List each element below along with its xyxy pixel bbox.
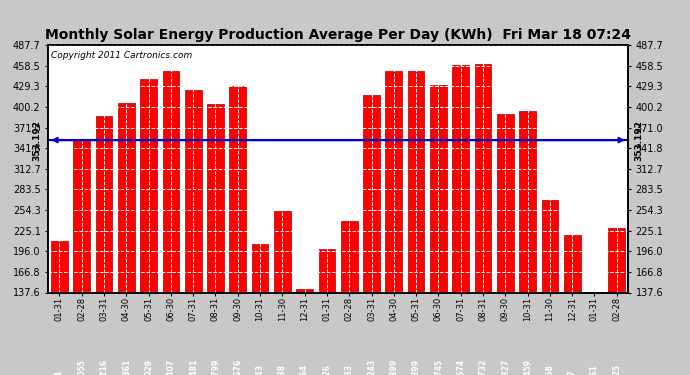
Text: 8.133: 8.133: [345, 364, 354, 375]
Bar: [453, 66, 469, 375]
Bar: [319, 249, 335, 375]
Text: 15.399: 15.399: [412, 358, 421, 375]
Bar: [341, 222, 357, 375]
Bar: [230, 86, 246, 375]
Bar: [185, 90, 201, 375]
Bar: [118, 103, 135, 375]
Text: 13.216: 13.216: [99, 358, 108, 375]
Bar: [140, 79, 157, 375]
Text: 14.243: 14.243: [367, 358, 376, 375]
Text: 7.043: 7.043: [255, 364, 264, 375]
Bar: [430, 85, 447, 375]
Bar: [408, 71, 424, 375]
Text: 15.674: 15.674: [456, 358, 465, 375]
Text: 14.481: 14.481: [188, 358, 198, 375]
Text: 12.055: 12.055: [77, 359, 86, 375]
Title: Monthly Solar Energy Production Average Per Day (KWh)  Fri Mar 18 07:24: Monthly Solar Energy Production Average …: [45, 28, 631, 42]
Bar: [542, 200, 558, 375]
Bar: [252, 244, 268, 375]
Bar: [497, 114, 513, 375]
Bar: [386, 71, 402, 375]
Text: 13.799: 13.799: [211, 358, 220, 375]
Text: 13.327: 13.327: [501, 358, 510, 375]
Text: 4.661: 4.661: [590, 364, 599, 375]
Bar: [520, 111, 536, 375]
Bar: [163, 71, 179, 375]
Text: 353.192: 353.192: [32, 120, 41, 160]
Bar: [96, 116, 112, 375]
Text: 15.399: 15.399: [389, 358, 398, 375]
Bar: [586, 293, 603, 375]
Bar: [73, 140, 90, 375]
Text: 14.745: 14.745: [434, 358, 443, 375]
Text: 13.861: 13.861: [122, 358, 131, 375]
Text: 353.192: 353.192: [635, 120, 644, 160]
Bar: [274, 211, 290, 375]
Text: 7.47: 7.47: [568, 369, 577, 375]
Bar: [363, 95, 380, 375]
Text: 13.459: 13.459: [523, 358, 532, 375]
Text: 7.21: 7.21: [55, 369, 64, 375]
Text: 15.407: 15.407: [166, 358, 175, 375]
Bar: [207, 104, 224, 375]
Bar: [296, 289, 313, 375]
Bar: [51, 241, 68, 375]
Text: 14.676: 14.676: [233, 358, 242, 375]
Text: 8.638: 8.638: [278, 363, 287, 375]
Text: 9.158: 9.158: [545, 364, 554, 375]
Bar: [475, 64, 491, 375]
Bar: [609, 228, 625, 375]
Text: 7.825: 7.825: [612, 364, 621, 375]
Text: 15.029: 15.029: [144, 358, 153, 375]
Text: 4.864: 4.864: [300, 364, 309, 375]
Text: Copyright 2011 Cartronics.com: Copyright 2011 Cartronics.com: [51, 51, 193, 60]
Text: 15.732: 15.732: [478, 358, 488, 375]
Text: 6.826: 6.826: [322, 364, 331, 375]
Bar: [564, 235, 580, 375]
